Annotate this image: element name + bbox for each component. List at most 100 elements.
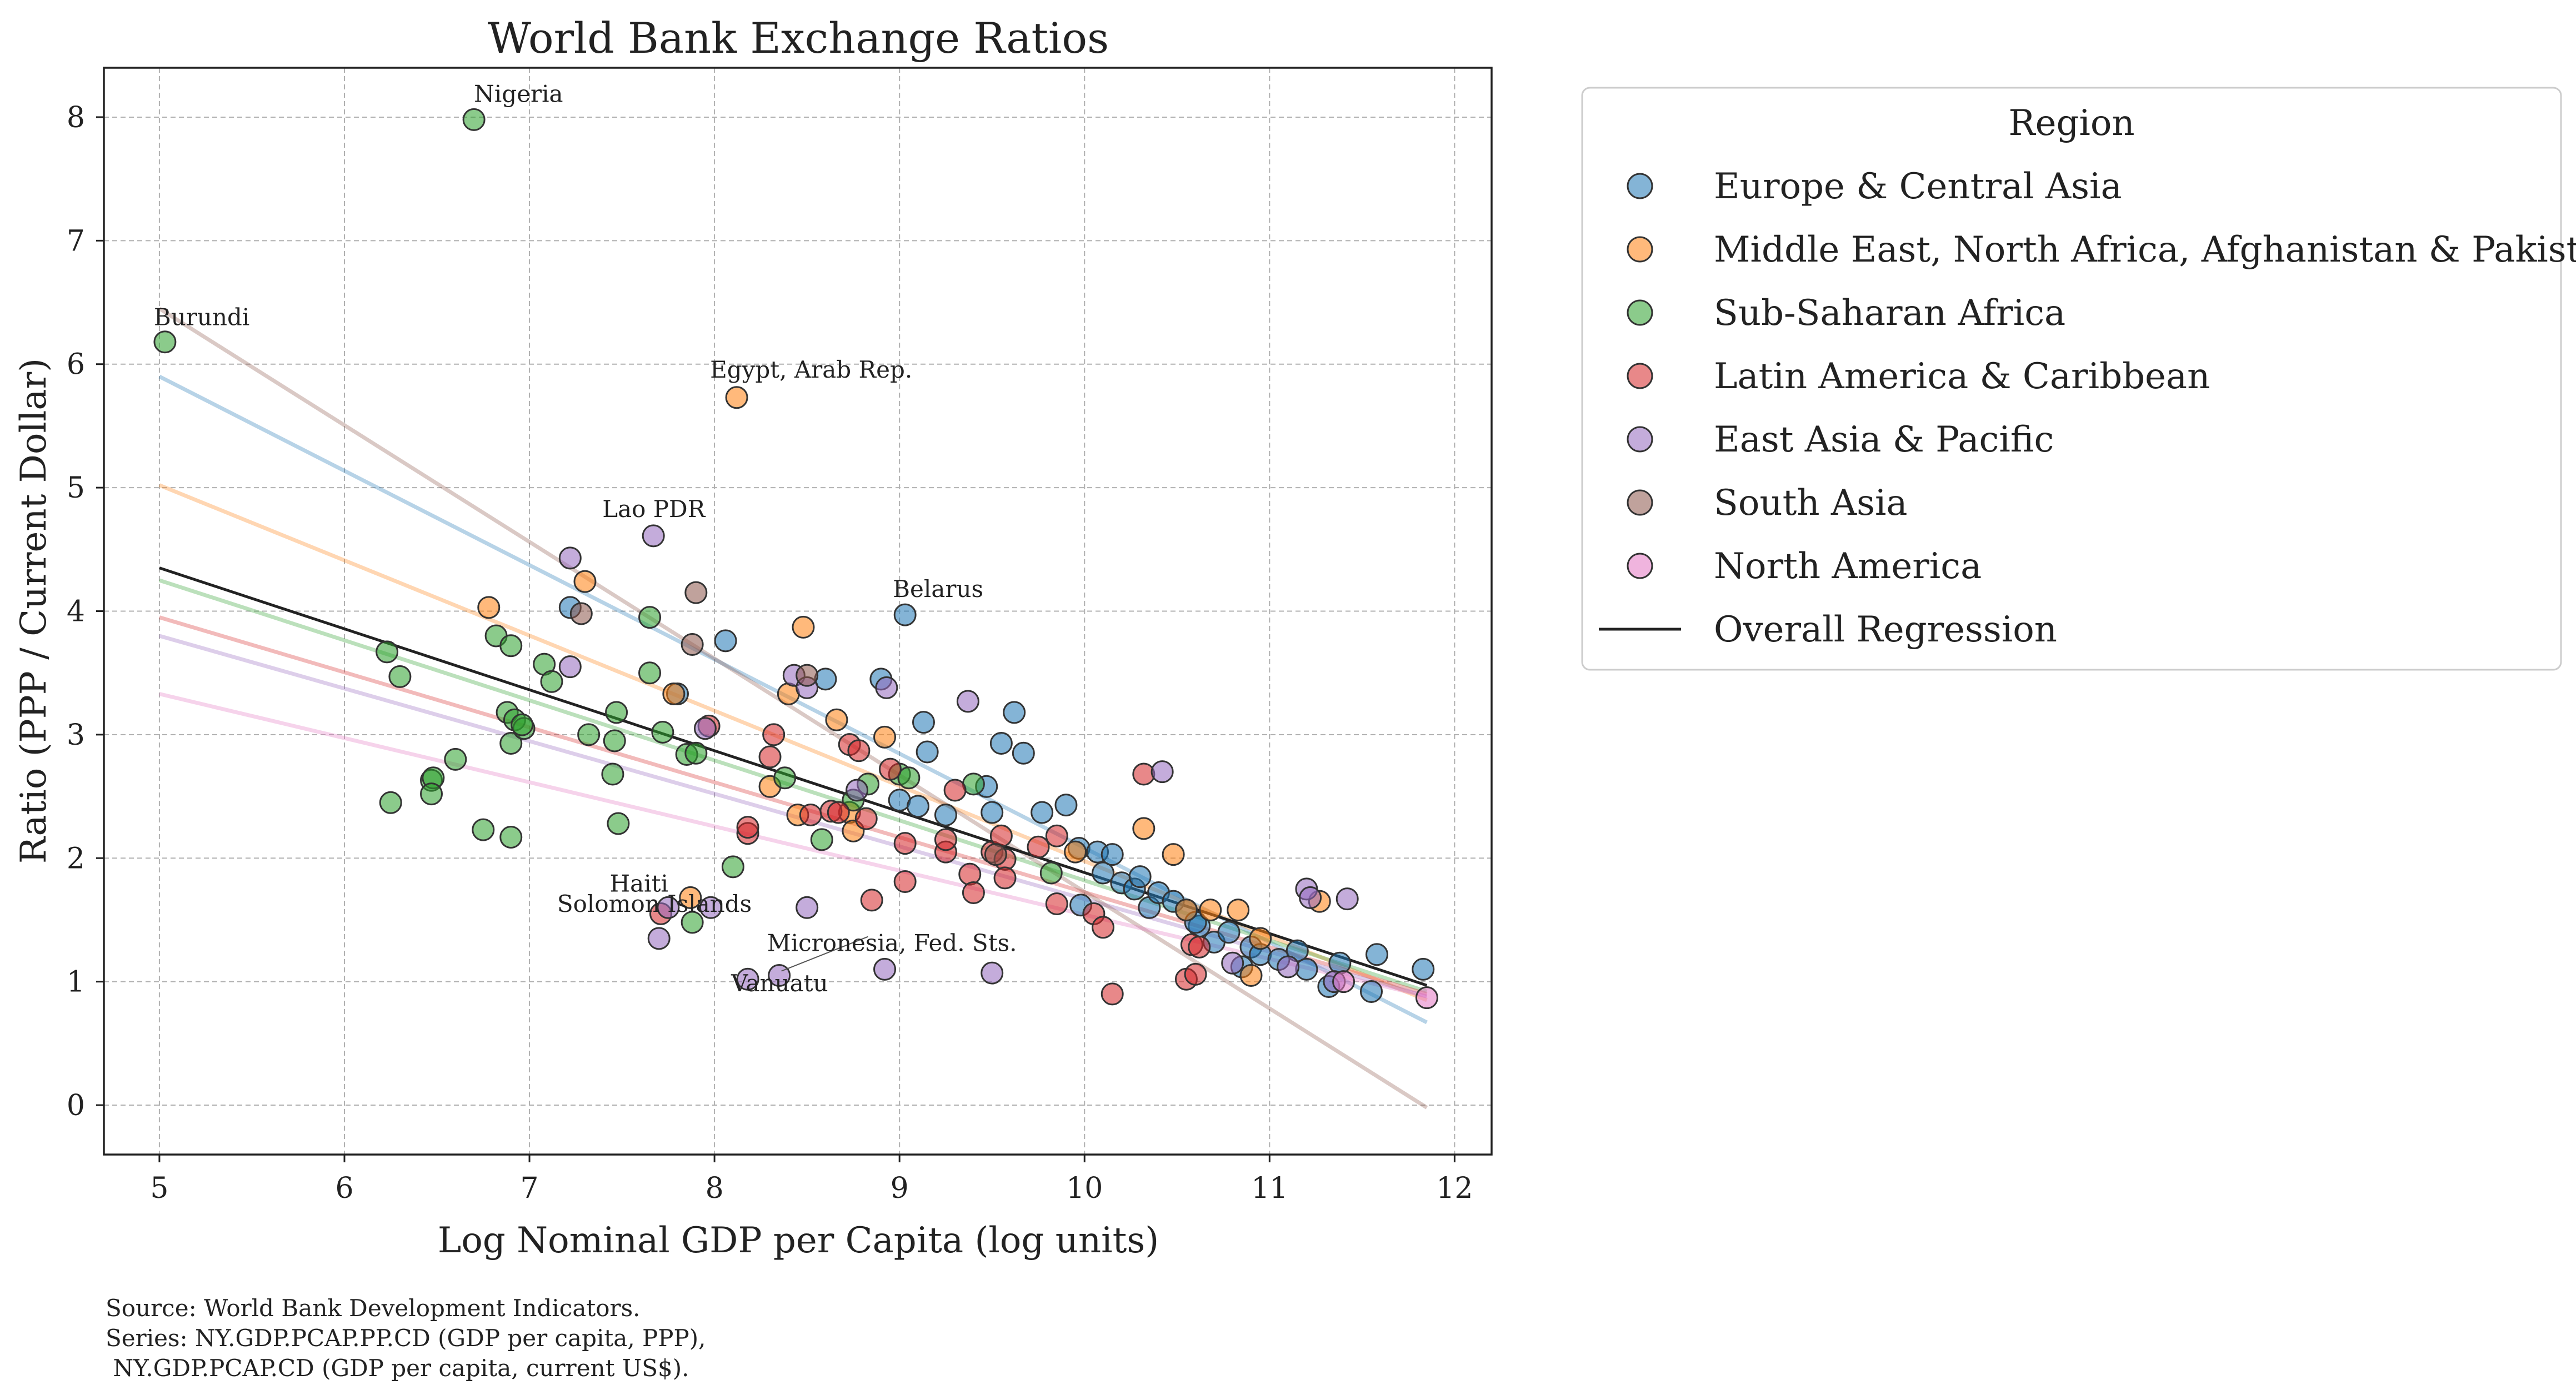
data-point-eap: [1221, 951, 1244, 975]
data-point-latam: [827, 801, 850, 824]
y-tick-label: 7: [67, 224, 85, 258]
data-point-eap: [558, 655, 582, 679]
data-point-eap: [736, 967, 759, 991]
data-point-ssa: [499, 634, 523, 658]
data-point-latam: [879, 757, 902, 781]
data-point-eap: [1335, 887, 1359, 911]
data-point-ssa: [388, 665, 412, 688]
data-point-mideast: [725, 386, 748, 409]
legend-box: [1581, 87, 2562, 671]
y-tick-label: 4: [67, 595, 85, 629]
data-point-latam: [993, 866, 1017, 890]
annotation-label: Solomon Islands: [557, 890, 752, 917]
y-tick-label: 8: [67, 101, 85, 134]
data-point-europe: [934, 803, 957, 826]
data-point-ssa: [499, 825, 523, 849]
data-point-ssa: [605, 701, 628, 724]
annotation-label: Vanuatu: [731, 970, 828, 997]
data-point-latam: [1101, 982, 1124, 1006]
y-axis-ticks: 0 1 2 3 4 5 6 7 8: [67, 101, 104, 1122]
data-point-europe: [912, 711, 935, 734]
data-point-ssa: [472, 818, 495, 841]
data-point-ssa: [897, 766, 921, 790]
data-point-eap: [1151, 760, 1174, 784]
data-point-ssa: [1039, 861, 1063, 885]
data-point-europe: [1412, 957, 1435, 981]
data-point-eap: [693, 717, 717, 740]
data-point-ssa: [684, 741, 708, 765]
data-point-sa: [684, 581, 708, 604]
data-point-latam: [1027, 835, 1050, 859]
legend-title: Region: [2008, 103, 2134, 144]
data-point-latam: [860, 889, 883, 912]
x-tick-label: 5: [150, 1172, 168, 1205]
data-point-latam: [854, 807, 878, 830]
x-tick-label: 11: [1251, 1172, 1288, 1205]
legend-marker-ssa: [1627, 299, 1653, 326]
data-point-ssa: [420, 782, 443, 806]
data-point-latam: [893, 870, 917, 894]
data-point-europe: [1360, 980, 1383, 1003]
data-point-latam: [893, 832, 917, 855]
data-point-ssa: [638, 606, 662, 629]
point-annotations: Nigeria Burundi Egypt, Arab Rep. Lao PDR Bel…: [154, 80, 1017, 997]
data-point-eap: [796, 896, 819, 919]
x-tick-label: 8: [706, 1172, 724, 1205]
data-point-europe: [1217, 921, 1241, 944]
data-point-mideast: [1162, 843, 1185, 866]
data-point-ssa: [651, 720, 674, 744]
data-point-na: [1332, 970, 1355, 993]
data-point-ssa: [577, 723, 601, 746]
legend-label-mideast: Middle East, North Africa, Afghanistan &…: [1714, 229, 2576, 270]
legend-label-latam: Latin America & Caribbean: [1714, 356, 2210, 397]
annotation-label: Lao PDR: [602, 495, 706, 523]
data-point-eap: [1299, 886, 1322, 909]
data-point-mideast: [1132, 817, 1156, 840]
data-point-latam: [934, 828, 957, 851]
source-note: Source: World Bank Development Indicator…: [106, 1294, 706, 1382]
data-point-na: [1415, 986, 1438, 1010]
data-point-ssa: [603, 729, 626, 752]
data-point-eap: [558, 546, 582, 570]
data-point-eap: [642, 524, 665, 548]
source-line-3: NY.GDP.PCAP.CD (GDP per capita, current …: [106, 1354, 689, 1382]
data-point-ssa: [444, 747, 467, 771]
data-point-europe: [714, 629, 737, 653]
annotation-label: Burundi: [154, 304, 249, 331]
data-point-mideast: [477, 596, 501, 619]
data-point-eap: [1277, 955, 1300, 979]
y-tick-label: 0: [67, 1089, 85, 1122]
data-point-ssa: [721, 855, 744, 879]
data-point-latam: [1184, 962, 1207, 986]
data-point-europe: [981, 801, 1004, 824]
data-point-ssa: [376, 640, 399, 664]
data-point-ssa: [153, 330, 177, 354]
data-point-europe: [1054, 794, 1078, 817]
data-point-latam: [1045, 892, 1068, 916]
data-point-latam: [1188, 935, 1211, 959]
data-point-ssa: [601, 762, 624, 786]
legend: Region Europe & Central Asia Middle East,…: [1581, 87, 2576, 671]
data-point-ssa: [681, 911, 704, 934]
annotation-label: Nigeria: [474, 80, 563, 107]
data-point-ssa: [607, 812, 630, 835]
data-point-latam: [962, 881, 985, 905]
data-point-europe: [1365, 943, 1388, 966]
data-point-ssa: [499, 731, 523, 755]
data-point-latam: [758, 745, 782, 769]
data-point-latam: [1092, 916, 1115, 939]
source-line-2: Series: NY.GDP.PCAP.PP.CD (GDP per capit…: [106, 1324, 706, 1352]
data-point-mideast: [1239, 964, 1263, 987]
data-point-latam: [799, 803, 822, 826]
data-point-latam: [762, 723, 786, 746]
y-axis-label: Ratio (PPP / Current Dollar): [13, 358, 54, 864]
data-point-europe: [906, 795, 929, 818]
data-point-mideast: [873, 725, 897, 749]
legend-marker-latam: [1627, 363, 1653, 389]
data-point-sa: [796, 664, 819, 687]
y-tick-label: 2: [67, 842, 85, 875]
data-point-mideast: [825, 708, 848, 731]
data-point-eap: [647, 927, 671, 950]
data-point-europe: [989, 731, 1013, 755]
legend-items: Europe & Central Asia Middle East, North …: [1599, 166, 2576, 650]
